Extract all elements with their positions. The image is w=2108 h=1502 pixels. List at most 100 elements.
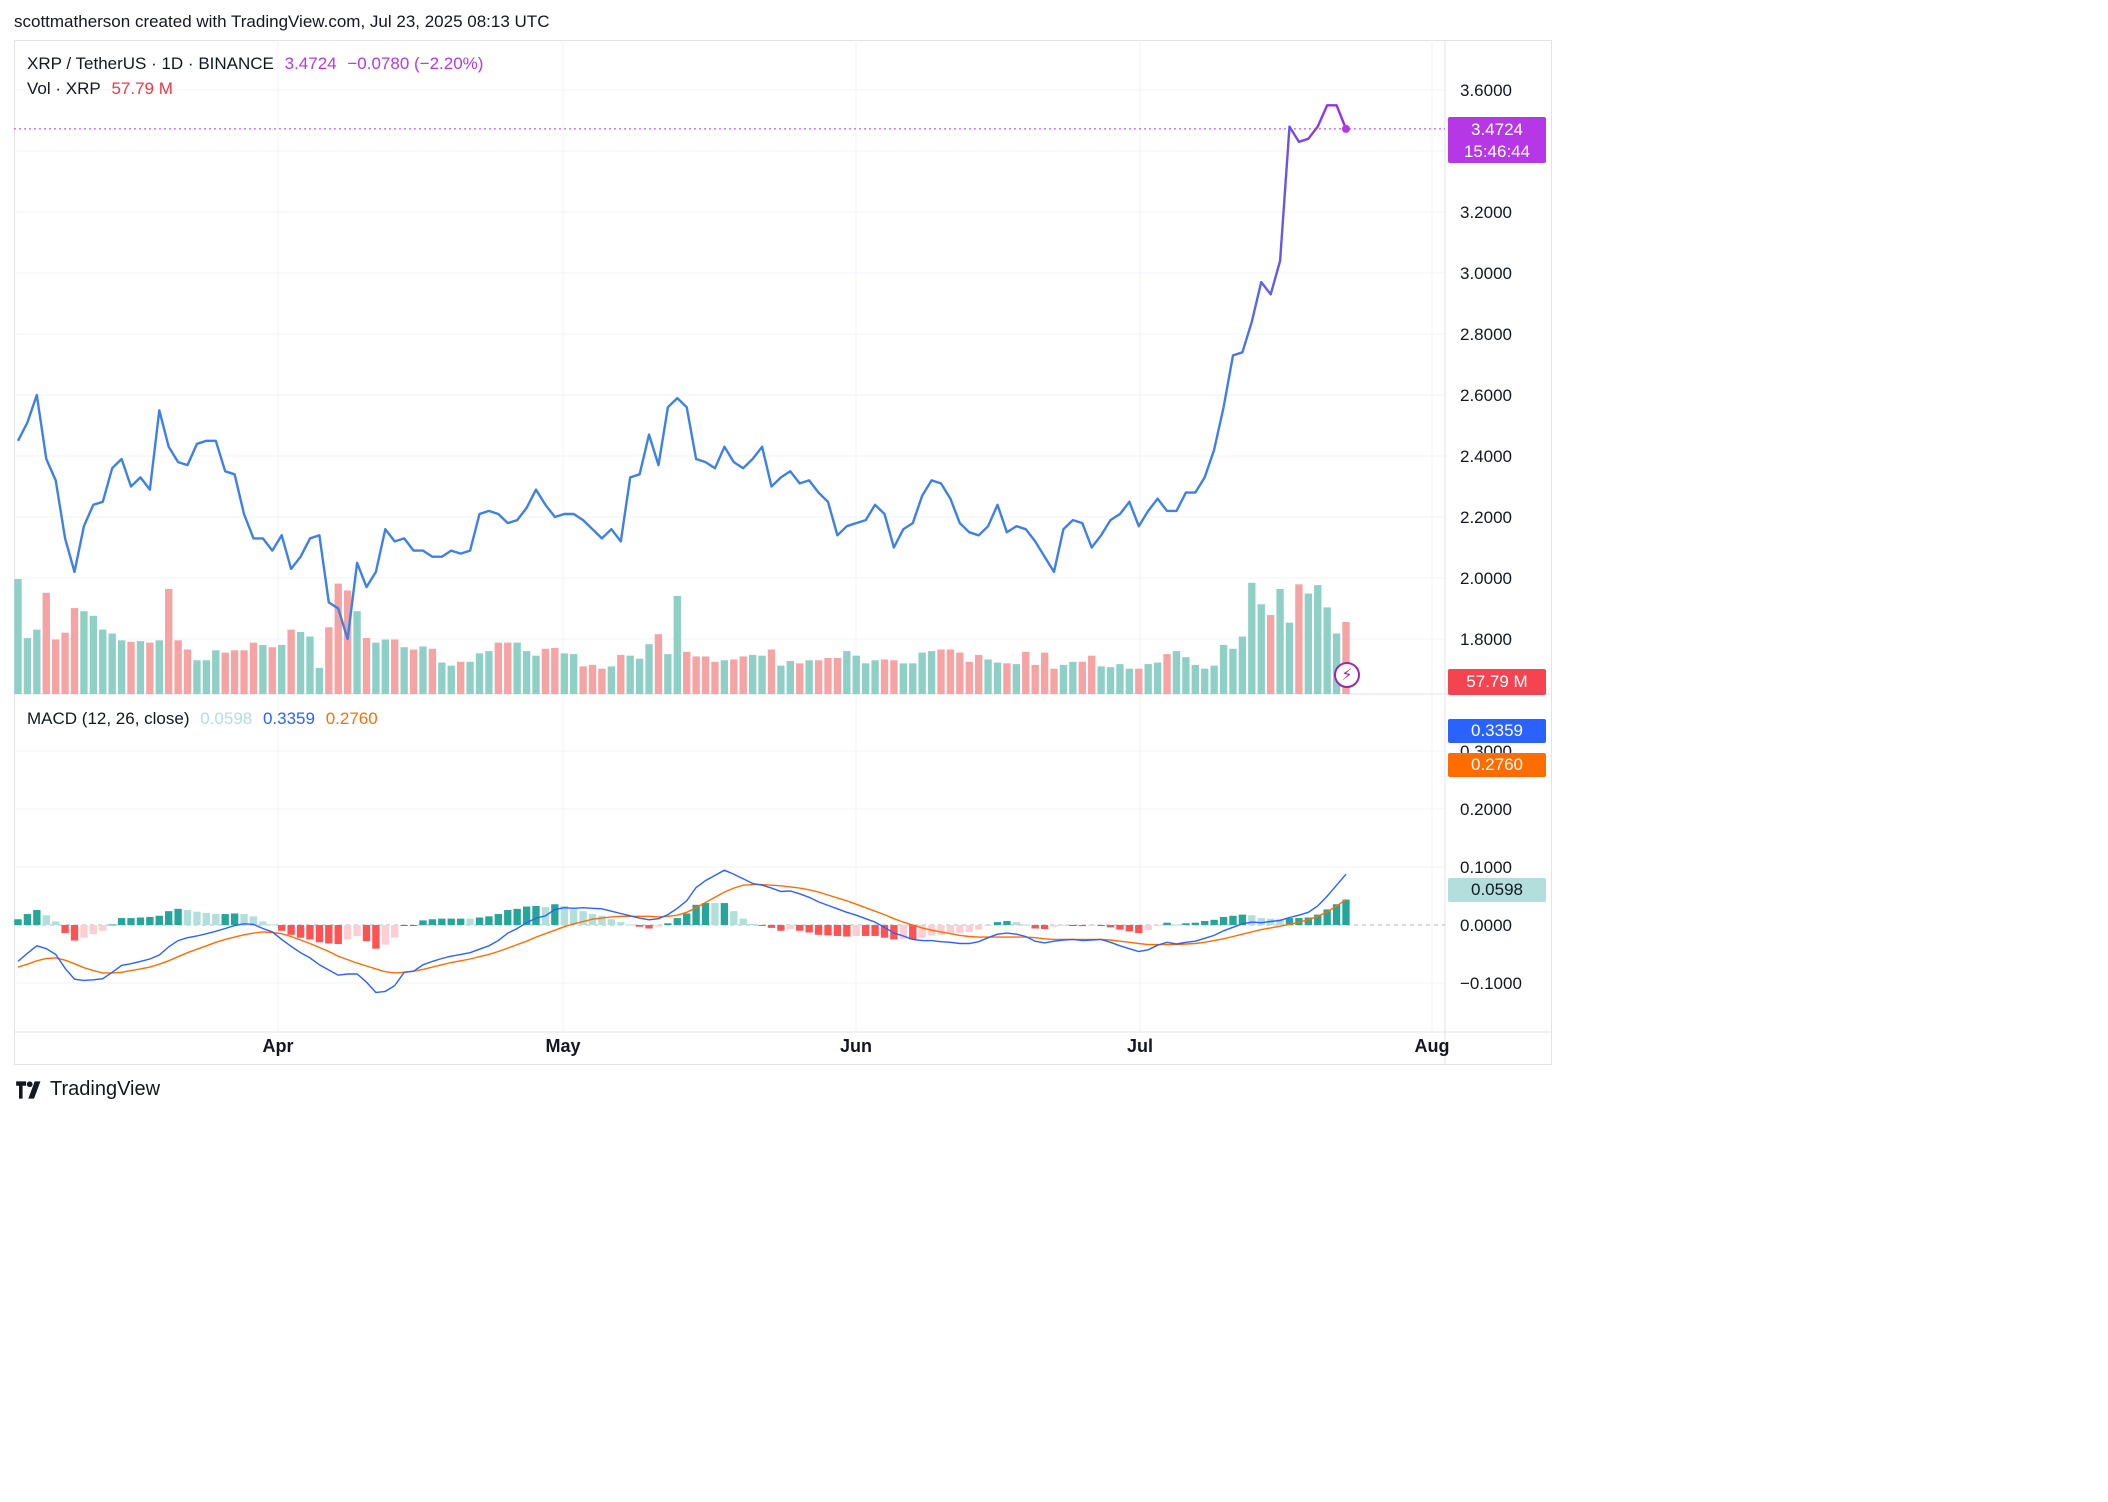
macd-histogram-bar <box>278 925 286 931</box>
macd-histogram-bar <box>814 925 823 935</box>
volume-bar <box>1097 666 1105 694</box>
volume-bar <box>824 657 832 694</box>
volume-bar <box>777 665 785 694</box>
volume-bar <box>278 644 286 694</box>
volume-bar <box>1172 651 1181 694</box>
macd-legend[interactable]: MACD (12, 26, close) 0.0598 0.3359 0.276… <box>27 709 384 729</box>
macd-histogram-bar <box>249 916 258 925</box>
macd-histogram-bar <box>1106 925 1115 928</box>
volume-bar <box>334 583 342 694</box>
macd-histogram-bar <box>1257 918 1265 925</box>
macd-histogram-bar <box>918 925 926 938</box>
volume-bar <box>588 664 597 694</box>
volume-bar <box>353 611 361 694</box>
series-lines <box>16 104 1350 994</box>
price-series-line-recent <box>1222 104 1348 408</box>
volume-bar <box>720 660 729 694</box>
volume-bar <box>861 663 870 694</box>
volume-bar <box>372 642 380 694</box>
volume-bar <box>956 652 964 694</box>
macd-histogram-bar <box>1012 922 1021 925</box>
volume-bar <box>1266 615 1275 694</box>
macd-histogram-bar <box>61 925 69 934</box>
macd-histogram-bar <box>824 925 832 936</box>
volume-bar <box>14 579 22 694</box>
volume-bar <box>739 656 747 694</box>
tradingview-branding[interactable]: TradingView <box>14 1078 160 1101</box>
volume-bar <box>1135 668 1143 694</box>
volume-bar <box>1191 664 1199 694</box>
macd-histogram-bar <box>183 909 192 925</box>
macd-tick-label: 0.1000 <box>1460 858 1512 877</box>
price-tick-label: 1.8000 <box>1460 630 1512 649</box>
macd-histogram-bar <box>1314 914 1322 925</box>
volume-bar <box>1323 607 1331 694</box>
macd-histogram-bar <box>551 904 559 925</box>
volume-bar <box>447 665 455 694</box>
macd-histogram-bar <box>956 925 964 934</box>
volume-bar <box>607 666 616 694</box>
last-price-point <box>1342 124 1350 133</box>
last-price-tag-value: 3.4724 <box>1471 120 1523 139</box>
macd-histogram-bar <box>513 908 521 925</box>
volume-bar <box>664 654 672 694</box>
volume-bar <box>33 629 41 694</box>
volume-bar <box>230 650 239 694</box>
last-price-tag: 3.4724 15:46:44 <box>1448 117 1546 163</box>
macd-histogram-bar <box>1248 915 1256 925</box>
volume-bar <box>456 661 465 694</box>
volume-bar <box>1078 661 1086 694</box>
volume-value: 57.79 M <box>111 79 173 98</box>
time-tick-label: Apr <box>263 1036 294 1056</box>
macd-histogram-bar <box>108 924 116 926</box>
macd-histogram-bar <box>80 925 88 938</box>
macd-histogram-bar <box>504 909 512 925</box>
volume-bar <box>927 651 936 694</box>
last-price: 3.4724 <box>284 54 337 73</box>
macd-histogram-bar <box>1210 919 1218 925</box>
macd-histogram-bar <box>701 903 710 925</box>
volume-bar <box>70 608 79 694</box>
volume-legend[interactable]: Vol · XRP 57.79 M <box>27 79 179 99</box>
macd-histogram-bar <box>33 909 41 925</box>
symbol-legend[interactable]: XRP / TetherUS · 1D · BINANCE 3.4724 −0.… <box>27 54 489 74</box>
macd-histogram-bar <box>843 925 851 937</box>
signal-line-tag: 0.2760 <box>1448 753 1546 777</box>
macd-histogram-bar <box>975 925 983 930</box>
volume-bar <box>758 655 766 694</box>
volume-bar <box>852 655 860 694</box>
macd-histogram-bar <box>494 914 503 925</box>
macd-histogram-bar <box>99 925 107 931</box>
macd-histogram-bar <box>1323 909 1331 925</box>
macd-histogram-bar <box>777 925 785 931</box>
volume-bar <box>494 642 503 694</box>
volume-bar <box>1088 655 1096 694</box>
chart-canvas[interactable]: 3.6000 3.2000 3.0000 2.8000 2.6000 2.4000 2.20… <box>0 0 1566 1110</box>
macd-histogram-bar <box>635 925 644 927</box>
volume-bar <box>730 659 738 694</box>
brand-name: TradingView <box>50 1078 161 1100</box>
macd-histogram-bar <box>1332 904 1341 925</box>
macd-histogram-bar <box>683 913 691 925</box>
macd-histogram-bar <box>965 925 973 932</box>
volume-bar <box>796 663 804 694</box>
macd-histogram-bar <box>1069 925 1077 926</box>
volume-bar <box>645 644 653 694</box>
macd-histogram-bar <box>1003 920 1011 925</box>
lightning-icon[interactable]: ⚡ <box>1334 662 1360 688</box>
volume-bar <box>400 647 408 694</box>
macd-histogram-bar <box>1097 925 1105 926</box>
volume-bar <box>711 661 719 694</box>
volume-bar <box>1285 622 1294 694</box>
volume-bar <box>1059 664 1068 694</box>
macd-line <box>17 869 1347 994</box>
volume-bar <box>993 662 1002 694</box>
volume-bar <box>635 658 644 694</box>
macd-histogram-bar <box>240 914 248 925</box>
volume-bar <box>212 650 220 694</box>
chart-frame[interactable] <box>14 40 1552 1065</box>
volume-bar <box>1069 661 1077 694</box>
volume-bar <box>287 629 295 694</box>
volume-bar <box>42 592 50 694</box>
volume-bar <box>1201 668 1209 694</box>
